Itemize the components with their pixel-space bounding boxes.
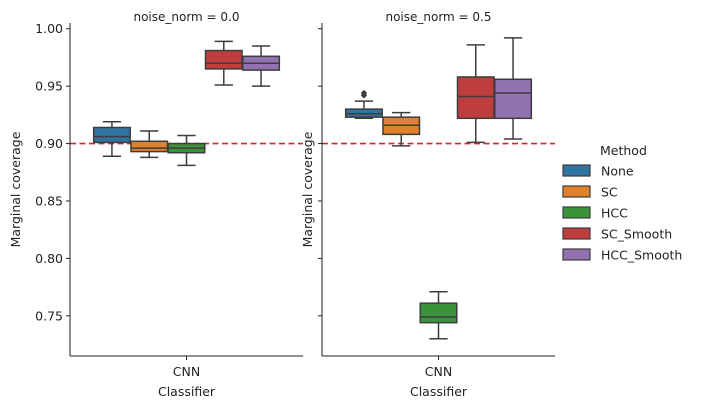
panel-title: noise_norm = 0.5 xyxy=(385,10,491,24)
box-sc-smooth xyxy=(456,44,495,144)
legend-label: HCC_Smooth xyxy=(601,248,682,263)
y-tick-label: 0.75 xyxy=(35,308,63,323)
box-body xyxy=(204,49,243,70)
y-tick-label: 0.85 xyxy=(35,193,63,208)
box-hcc-smooth xyxy=(242,45,281,87)
box-hcc-smooth xyxy=(494,37,533,140)
legend-label: SC xyxy=(601,185,618,200)
legend-item-sc: SC xyxy=(562,185,618,200)
box-sc xyxy=(130,130,169,159)
panel-2: noise_norm = 0.5 Marginal coverage CNN Clas… xyxy=(300,10,555,399)
box-body xyxy=(456,76,495,120)
y-tick-label: 0.80 xyxy=(35,251,63,266)
box-sc-smooth xyxy=(204,40,243,86)
legend-swatch xyxy=(562,248,591,261)
y-axis-label: Marginal coverage xyxy=(8,131,23,247)
y-tick-label: 1.00 xyxy=(35,21,63,36)
legend-swatch xyxy=(562,185,591,198)
panels: noise_norm = 0.0 0.75 0.80 0.85 0.90 0.95 1.00… xyxy=(8,10,555,399)
legend-label: SC_Smooth xyxy=(601,227,672,242)
box-hcc xyxy=(167,134,206,167)
legend-swatch xyxy=(562,227,591,240)
x-tick-label: CNN xyxy=(425,364,452,379)
legend-label: HCC xyxy=(601,206,628,221)
box-body xyxy=(419,302,458,324)
x-axis-label: Classifier xyxy=(158,384,216,399)
box-none xyxy=(92,121,131,157)
box-body xyxy=(92,126,131,144)
panel-1: noise_norm = 0.0 0.75 0.80 0.85 0.90 0.95 1.00… xyxy=(8,10,303,399)
y-tick-label: 0.90 xyxy=(35,136,63,151)
legend-item-none: None xyxy=(562,164,634,179)
legend-swatch xyxy=(562,164,591,177)
box-body xyxy=(494,78,533,120)
box-none xyxy=(344,89,383,120)
box-body xyxy=(130,140,169,153)
legend-item-sc-smooth: SC_Smooth xyxy=(562,227,672,242)
legend-label: None xyxy=(601,164,634,179)
box-hcc xyxy=(419,290,458,340)
legend-title: Method xyxy=(600,143,647,158)
outlier-point xyxy=(360,89,368,97)
box-sc xyxy=(382,111,421,147)
legend-item-hcc: HCC xyxy=(562,206,628,221)
y-tick-label: 0.95 xyxy=(35,79,63,94)
panel-title: noise_norm = 0.0 xyxy=(133,10,239,24)
legend-items: None SC HCC SC_Smooth HCC_Smooth xyxy=(562,164,682,263)
legend-swatch xyxy=(562,206,591,219)
y-axis-label: Marginal coverage xyxy=(300,131,315,247)
legend: Method None SC HCC SC_Smooth HCC_Smooth xyxy=(562,143,682,263)
x-tick-label: CNN xyxy=(173,364,200,379)
x-axis-label: Classifier xyxy=(410,384,468,399)
legend-item-hcc-smooth: HCC_Smooth xyxy=(562,248,682,263)
